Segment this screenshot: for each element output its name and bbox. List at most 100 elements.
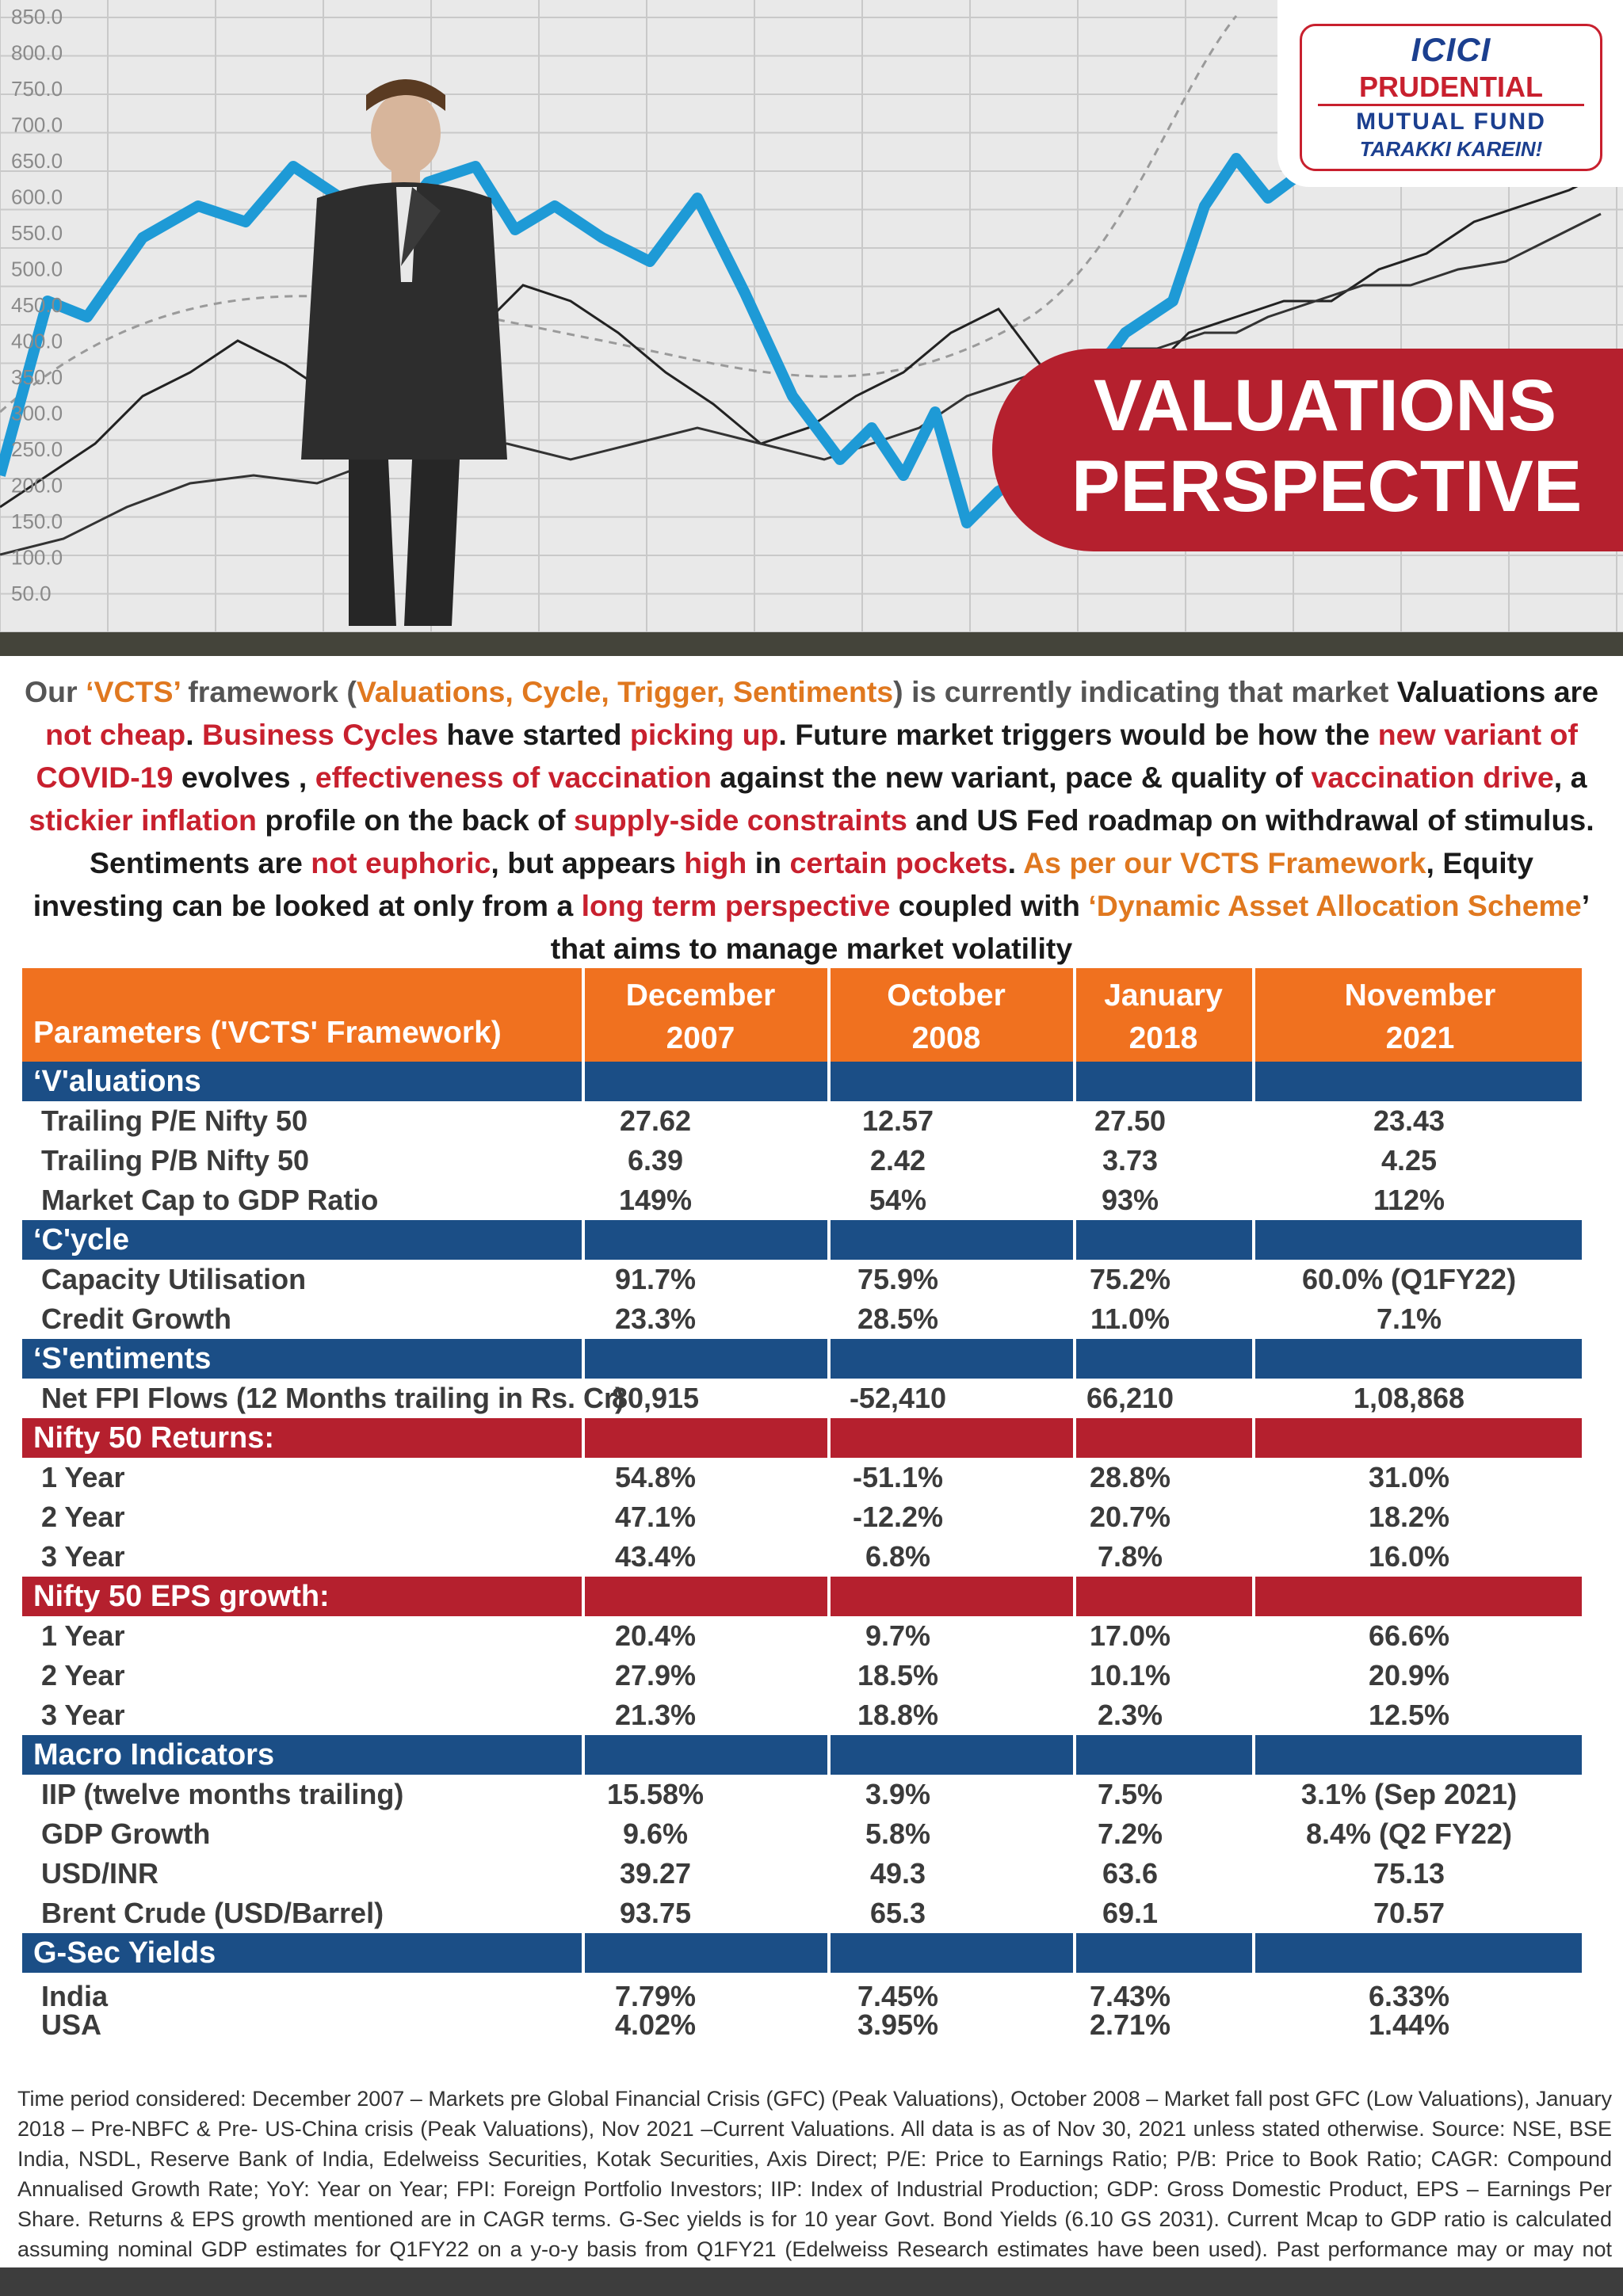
intro-segment: and US Fed roadmap on withdrawal of stim… xyxy=(90,803,1594,879)
hero-axis-tick: 750.0 xyxy=(11,77,63,101)
cell-value: 7.5% xyxy=(1097,1778,1163,1810)
cell-value: 23.3% xyxy=(614,1302,697,1335)
cell-value: 75.9% xyxy=(857,1263,939,1295)
hero-axis-tick: 300.0 xyxy=(11,402,63,425)
intro-segment: not cheap xyxy=(45,718,186,751)
intro-segment: VCTS Framework xyxy=(1180,846,1426,879)
cell-value: 3.1% (Sep 2021) xyxy=(1300,1778,1518,1810)
vcts-table: Parameters ('VCTS' Framework) December 2… xyxy=(22,968,1582,2039)
section-title: ‘C'ycle xyxy=(33,1223,129,1257)
intro-segment: , Equity investing can be looked at only… xyxy=(32,846,1533,922)
intro-paragraph: Our ‘VCTS’ framework (Valuations, Cycle,… xyxy=(22,670,1601,970)
cell-value: 3.73 xyxy=(1102,1144,1159,1177)
row-label: Capacity Utilisation xyxy=(41,1263,307,1295)
intro-segment: Business Cycles xyxy=(202,718,439,751)
cell-value: 11.0% xyxy=(1090,1302,1170,1335)
section-header-row: Nifty 50 EPS growth: xyxy=(22,1577,1582,1616)
column-divider xyxy=(1252,1418,1255,1458)
period-header-1: December 2007 xyxy=(582,974,819,1060)
column-divider xyxy=(1073,1339,1076,1379)
cell-value: 31.0% xyxy=(1368,1461,1450,1493)
row-label: India xyxy=(41,1980,109,2012)
section-header-row: G-Sec Yields xyxy=(22,1933,1582,1973)
intro-segment: profile on the back of xyxy=(256,803,574,837)
cell-value: 54% xyxy=(869,1184,927,1216)
column-divider xyxy=(827,968,831,1062)
row-label: Trailing P/B Nifty 50 xyxy=(41,1144,310,1177)
cell-value: 1.44% xyxy=(1368,2008,1450,2041)
row-label: 3 Year xyxy=(41,1699,125,1731)
cell-value: 63.6 xyxy=(1102,1857,1159,1890)
cell-value: -51.1% xyxy=(852,1461,944,1493)
cell-value: 49.3 xyxy=(869,1857,926,1890)
intro-segment: certain pockets xyxy=(789,846,1008,879)
column-divider xyxy=(1073,1577,1076,1616)
intro-segment: ’ that aims to manage market volatility xyxy=(550,889,1591,965)
table-row: Market Cap to GDP Ratio 149% 54% 93% 112% xyxy=(22,1180,1582,1220)
cell-value: 3.95% xyxy=(857,2008,939,2041)
row-label: Brent Crude (USD/Barrel) xyxy=(41,1897,384,1929)
cell-value: 9.6% xyxy=(622,1817,689,1850)
row-label: 2 Year xyxy=(41,1501,125,1533)
cell-value: 7.2% xyxy=(1097,1817,1163,1850)
cell-value: 4.25 xyxy=(1381,1144,1438,1177)
intro-segment: , a xyxy=(1553,761,1587,794)
cell-value: 21.3% xyxy=(614,1699,697,1731)
bottom-bar xyxy=(0,2267,1623,2296)
title-banner: VALUATIONS PERSPECTIVE xyxy=(992,349,1623,551)
intro-segment: high xyxy=(684,846,747,879)
cell-value: 7.43% xyxy=(1089,1980,1171,2012)
intro-segment: Valuations are xyxy=(1388,675,1599,708)
column-divider xyxy=(1073,1062,1076,1101)
column-divider xyxy=(582,1062,585,1101)
column-divider xyxy=(1073,1418,1076,1458)
column-divider xyxy=(1252,1735,1255,1775)
table-row: Credit Growth 23.3% 28.5% 11.0% 7.1% xyxy=(22,1299,1582,1339)
cell-value: 27.50 xyxy=(1094,1104,1167,1137)
hero-axis-tick: 350.0 xyxy=(11,365,63,389)
cell-value: 6.33% xyxy=(1368,1980,1450,2012)
hero-axis-tick: 800.0 xyxy=(11,41,63,65)
cell-value: 18.8% xyxy=(857,1699,939,1731)
cell-value: 7.1% xyxy=(1376,1302,1442,1335)
column-divider xyxy=(1252,1933,1255,1973)
table-header-row: Parameters ('VCTS' Framework) December 2… xyxy=(22,968,1582,1062)
column-divider xyxy=(827,1577,831,1616)
intro-segment: ‘Dynamic Asset Allocation Scheme xyxy=(1088,889,1582,922)
intro-segment: not euphoric xyxy=(311,846,491,879)
table-row: 3 Year 21.3% 18.8% 2.3% 12.5% xyxy=(22,1695,1582,1735)
footnote: Time period considered: December 2007 – … xyxy=(17,2087,1612,2291)
intro-segment: stickier inflation xyxy=(29,803,257,837)
intro-segment: effectiveness of vaccination xyxy=(315,761,712,794)
intro-segment: evolves , xyxy=(173,761,315,794)
cell-value: 47.1% xyxy=(614,1501,697,1533)
column-divider xyxy=(1073,1933,1076,1973)
title-line-1: VALUATIONS xyxy=(1093,365,1557,446)
column-divider xyxy=(582,1339,585,1379)
cell-value: 43.4% xyxy=(614,1540,697,1573)
intro-segment: against the new variant, pace & quality … xyxy=(711,761,1312,794)
row-label: Net FPI Flows (12 Months trailing in Rs.… xyxy=(41,1382,625,1414)
intro-segment: supply-side constraints xyxy=(573,803,907,837)
intro-segment: have started xyxy=(438,718,630,751)
period-header-3: January 2018 xyxy=(1078,974,1249,1060)
intro-segment: Our xyxy=(24,675,86,708)
intro-segment: . xyxy=(185,718,203,751)
period-1-month: December xyxy=(625,978,776,1013)
cell-value: 112% xyxy=(1373,1184,1445,1216)
cell-value: 28.8% xyxy=(1089,1461,1171,1493)
intro-segment: picking up xyxy=(629,718,779,751)
cell-value: 69.1 xyxy=(1102,1897,1159,1929)
column-divider xyxy=(582,1933,585,1973)
table-row: USD/INR 39.27 49.3 63.6 75.13 xyxy=(22,1854,1582,1894)
cell-value: 66,210 xyxy=(1086,1382,1174,1414)
intro-segment: vaccination drive xyxy=(1311,761,1554,794)
hero-axis-tick: 100.0 xyxy=(11,546,63,570)
hero-axis-tick: 700.0 xyxy=(11,113,63,137)
row-label: USD/INR xyxy=(41,1857,159,1890)
row-label: IIP (twelve months trailing) xyxy=(41,1778,404,1810)
hero-axis-tick: 400.0 xyxy=(11,330,63,353)
cell-value: 7.8% xyxy=(1097,1540,1163,1573)
cell-value: 15.58% xyxy=(606,1778,705,1810)
column-divider xyxy=(827,1062,831,1101)
